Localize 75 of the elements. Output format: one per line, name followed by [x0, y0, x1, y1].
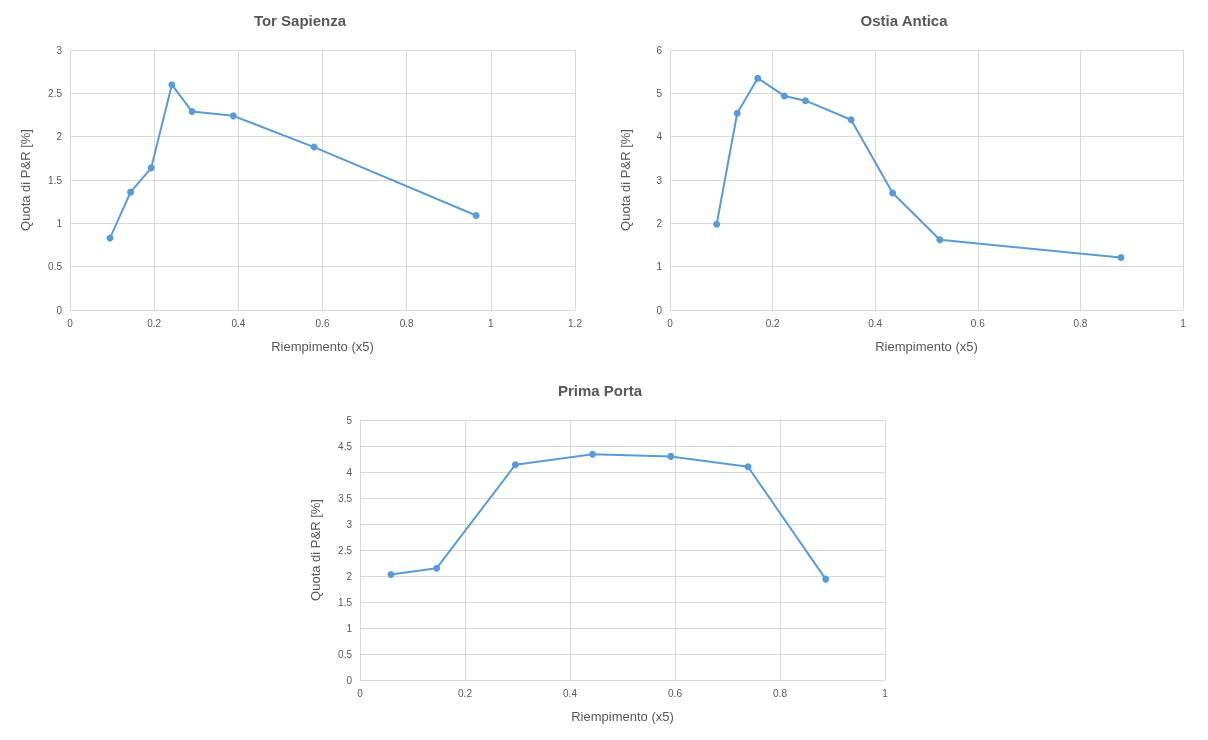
- point: [713, 220, 721, 228]
- y-tick-label: 1.5: [48, 174, 63, 186]
- x-tick-label: 0: [357, 687, 364, 699]
- x-axis-title: Riempimento (x5): [271, 339, 374, 354]
- y-tick-label: 3: [346, 518, 353, 530]
- y-tick-label: 4: [346, 466, 353, 478]
- x-tick-label: 0: [67, 317, 74, 329]
- y-tick-label: 2.5: [48, 87, 63, 99]
- y-tick-label: 4: [656, 131, 663, 143]
- x-tick-label: 0.8: [399, 317, 415, 329]
- y-tick-label: 0.5: [48, 261, 63, 273]
- x-tick-label: 1.2: [568, 317, 583, 329]
- x-axis-title: Riempimento (x5): [875, 339, 978, 354]
- point: [889, 189, 897, 197]
- x-tick-label: 0.2: [458, 687, 473, 699]
- x-tick-label: 0.4: [563, 687, 578, 699]
- y-tick-label: 1: [56, 217, 63, 229]
- y-tick-label: 6: [656, 44, 663, 56]
- y-tick-label: 0: [56, 304, 63, 316]
- point: [589, 450, 597, 458]
- point: [780, 92, 788, 100]
- x-tick-label: 1: [488, 317, 495, 329]
- y-tick-label: 2: [656, 217, 663, 229]
- x-tick-label: 0: [667, 317, 674, 329]
- point: [229, 112, 237, 120]
- y-tick-label: 2: [56, 131, 63, 143]
- y-tick-label: 1: [656, 261, 663, 273]
- x-tick-label: 1: [1180, 317, 1187, 329]
- x-tick-label: 0.2: [765, 317, 780, 329]
- chart-title: Ostia Antica: [860, 12, 949, 29]
- x-tick-label: 0.4: [868, 317, 883, 329]
- y-tick-label: 0.5: [338, 648, 353, 660]
- y-tick-label: 0: [346, 674, 353, 686]
- x-tick-label: 1: [882, 687, 889, 699]
- point: [1117, 254, 1125, 262]
- point: [822, 575, 830, 583]
- point: [168, 81, 176, 89]
- x-tick-label: 0.6: [315, 317, 330, 329]
- point: [511, 461, 519, 469]
- point: [733, 109, 741, 117]
- point: [744, 463, 752, 471]
- point: [147, 164, 155, 172]
- point: [667, 452, 675, 460]
- y-axis-title: Quota di P&R [%]: [308, 499, 323, 601]
- point: [936, 236, 944, 244]
- x-tick-label: 0.8: [1073, 317, 1088, 329]
- y-tick-label: 5: [656, 87, 663, 99]
- y-tick-label: 5: [346, 414, 353, 426]
- y-tick-label: 3.5: [338, 492, 353, 504]
- point: [188, 108, 196, 116]
- y-axis-title: Quota di P&R [%]: [618, 129, 633, 231]
- x-tick-label: 0.6: [970, 317, 986, 329]
- point: [387, 570, 395, 578]
- y-tick-label: 0: [656, 304, 663, 316]
- point: [472, 212, 480, 220]
- y-tick-label: 1: [346, 622, 353, 634]
- x-tick-label: 0.8: [773, 687, 788, 699]
- point: [801, 97, 809, 105]
- chart-title: Tor Sapienza: [253, 12, 347, 29]
- x-axis-title: Riempimento (x5): [571, 709, 674, 724]
- y-tick-label: 1.5: [338, 596, 353, 608]
- y-tick-label: 2: [346, 570, 353, 582]
- point: [754, 74, 762, 82]
- y-tick-label: 3: [656, 174, 663, 186]
- x-tick-label: 0.4: [231, 317, 246, 329]
- point: [847, 116, 855, 124]
- chart-title: Prima Porta: [557, 382, 643, 399]
- y-tick-label: 4.5: [338, 440, 353, 452]
- y-tick-label: 2.5: [338, 544, 353, 556]
- point: [127, 188, 135, 196]
- x-tick-label: 0.6: [668, 687, 683, 699]
- y-axis-title: Quota di P&R [%]: [18, 129, 33, 231]
- y-tick-label: 3: [56, 44, 63, 56]
- x-tick-label: 0.2: [147, 317, 162, 329]
- point: [433, 564, 441, 572]
